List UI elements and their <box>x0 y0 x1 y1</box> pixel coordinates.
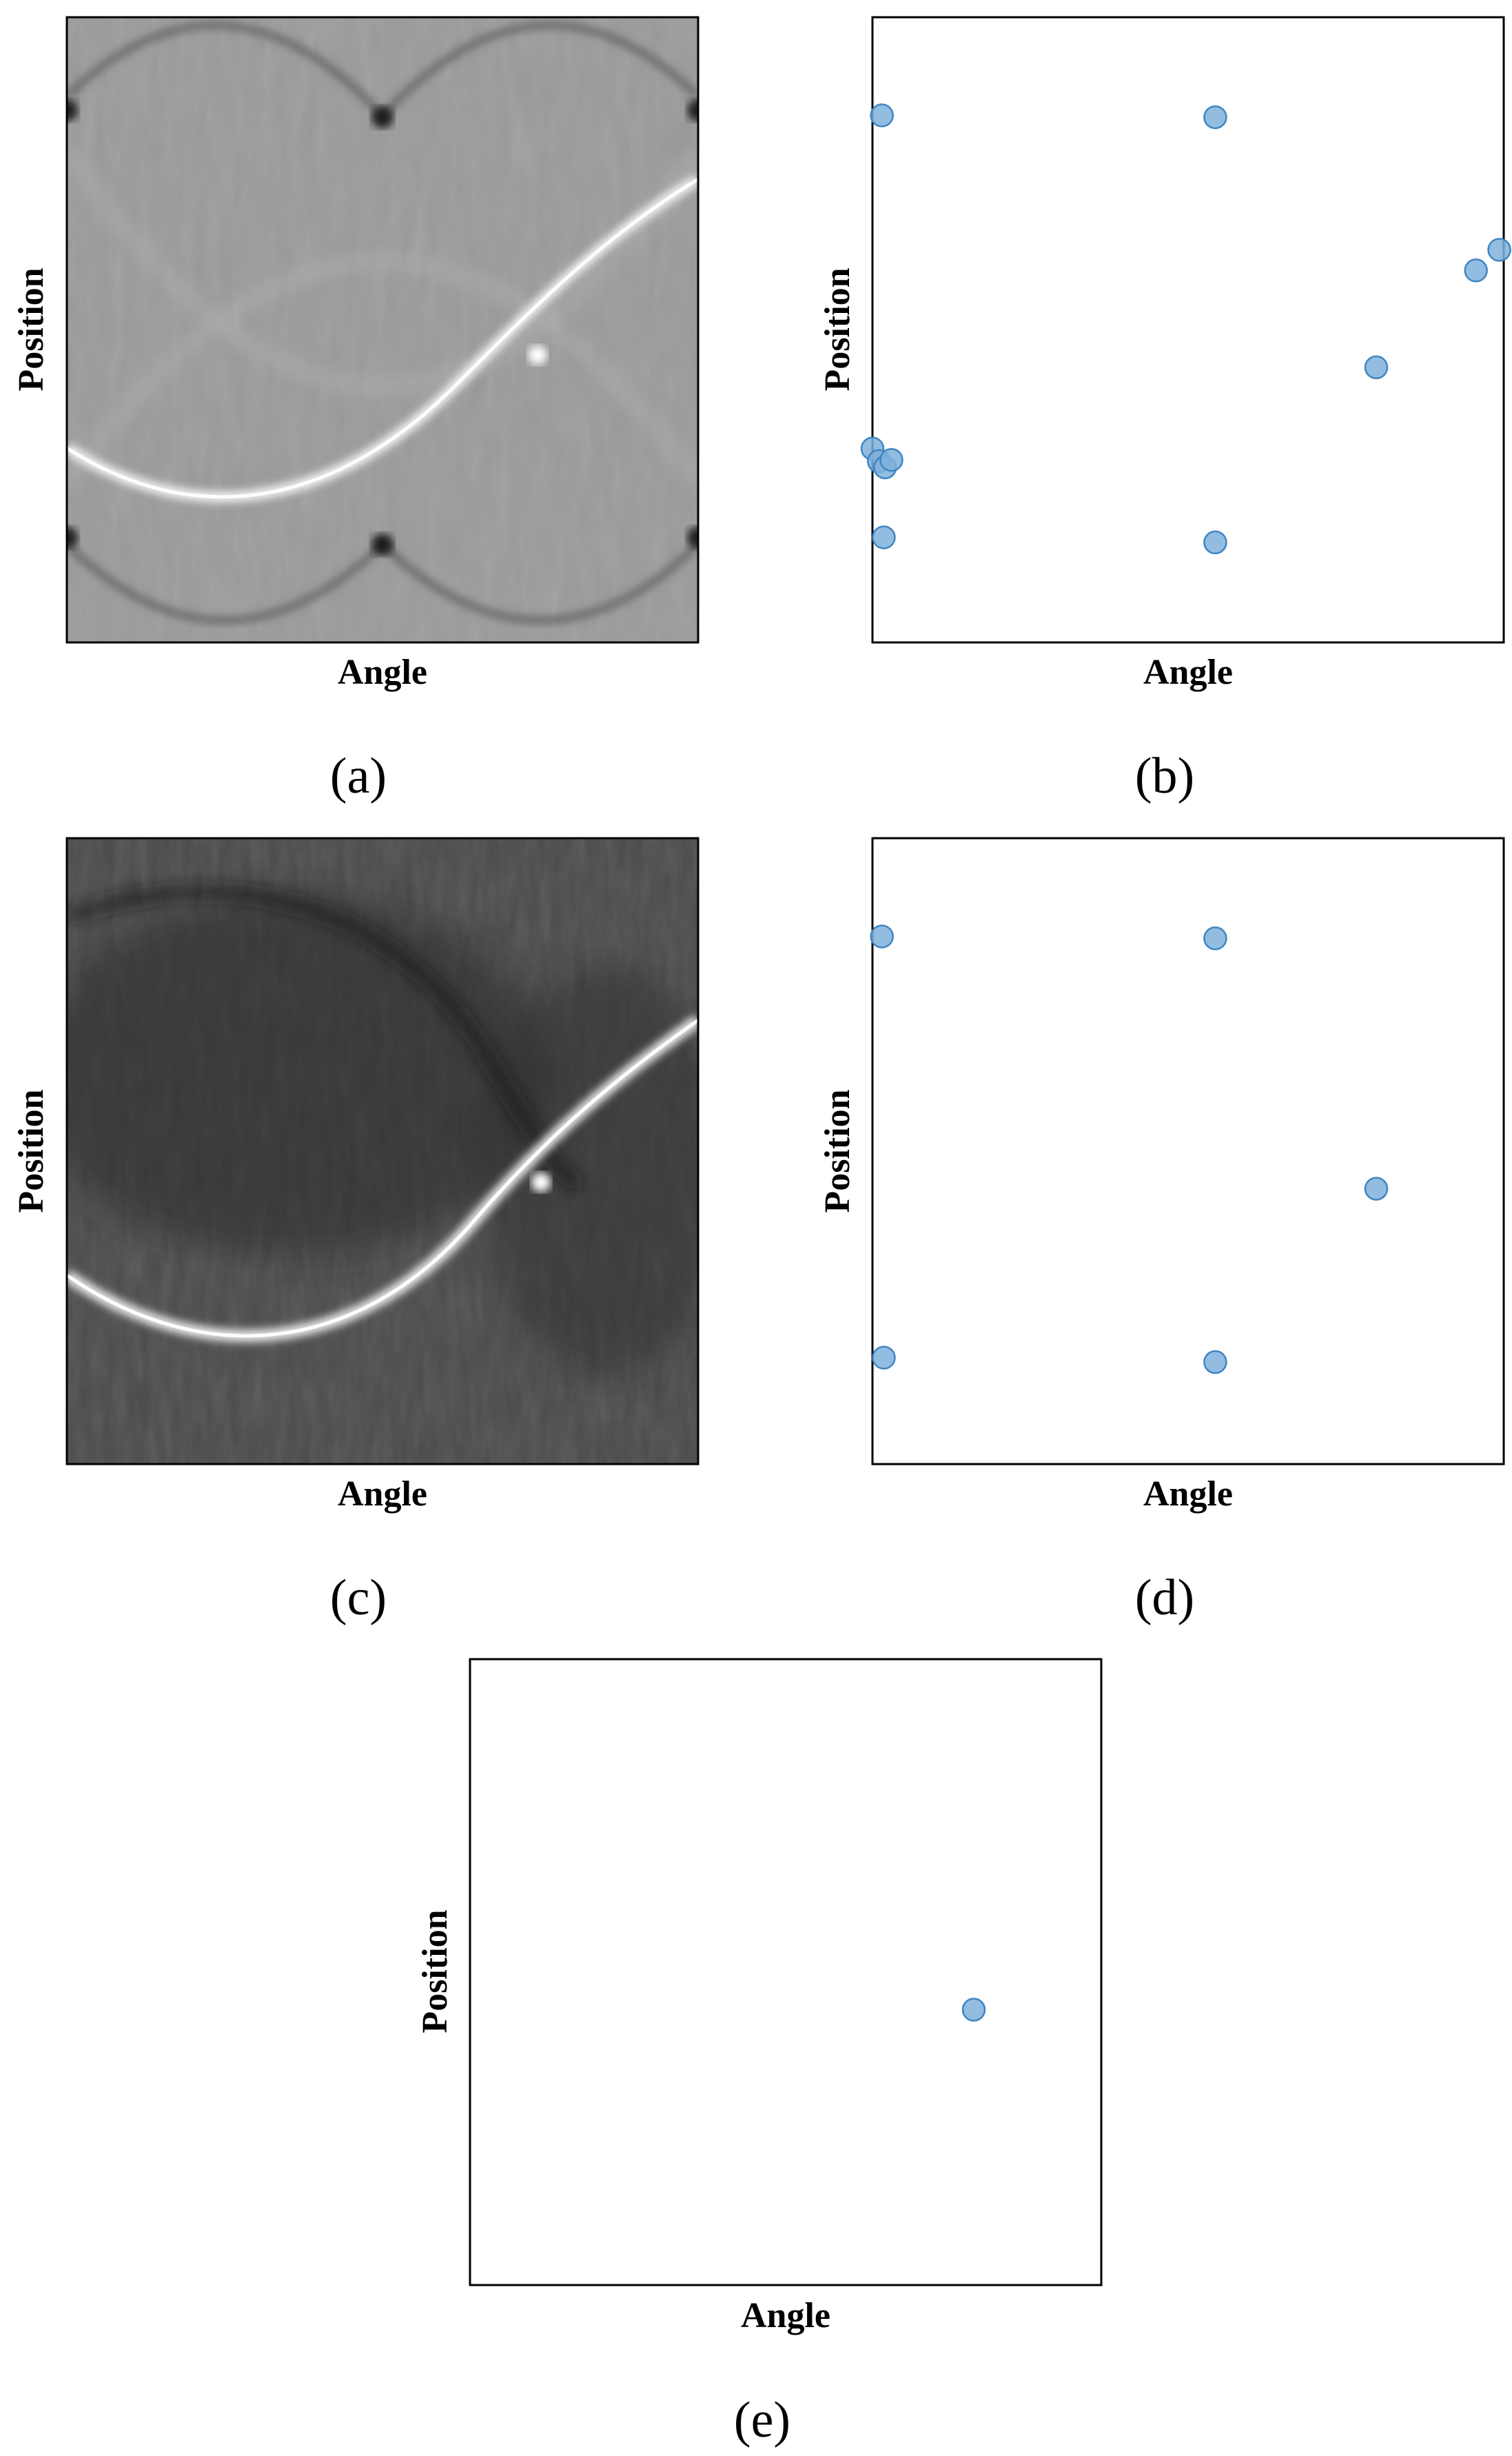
panel-d-points <box>870 924 1389 1374</box>
panel-e-xlabel: Angle <box>741 2296 830 2335</box>
panel-d-point-4 <box>1203 1350 1227 1374</box>
panel-b-point-4 <box>1364 355 1389 380</box>
panel-c-frame <box>65 837 699 1465</box>
panel-c-xlabel: Angle <box>338 1474 427 1514</box>
panel-a-caption: (a) <box>330 748 387 804</box>
panel-a: Angle Position (a) <box>12 16 699 804</box>
panel-e-point-0 <box>961 1998 986 2022</box>
panel-a-ylabel: Position <box>12 267 51 391</box>
panel-b-point-8 <box>879 447 903 472</box>
panel-b-caption: (b) <box>1135 748 1194 804</box>
panel-d-xlabel: Angle <box>1143 1474 1233 1514</box>
panel-e-caption: (e) <box>734 2392 790 2448</box>
panel-a-image <box>67 17 698 642</box>
panel-d-caption: (d) <box>1135 1570 1194 1626</box>
panel-b-point-0 <box>870 103 894 128</box>
panel-c-image <box>67 838 698 1464</box>
panel-b-point-2 <box>1464 258 1488 283</box>
panel-c: Angle Position (c) <box>12 837 699 1626</box>
panel-b-points <box>860 103 1511 555</box>
panel-b-point-3 <box>1487 238 1511 262</box>
panel-a-frame <box>65 16 699 644</box>
panel-b: Angle Position (b) <box>818 16 1511 804</box>
panel-d-point-1 <box>1203 926 1227 951</box>
panel-d-point-2 <box>1364 1177 1389 1201</box>
panel-d-point-0 <box>870 924 894 948</box>
panel-a-xlabel: Angle <box>338 653 427 692</box>
panel-b-frame <box>871 16 1505 644</box>
panel-e: Angle Position (e) <box>416 1658 1103 2448</box>
panel-d-point-3 <box>872 1346 896 1370</box>
panel-c-caption: (c) <box>330 1570 387 1626</box>
panel-d-ylabel: Position <box>818 1089 857 1212</box>
panel-e-frame <box>469 1658 1103 2286</box>
panel-c-ylabel: Position <box>12 1089 51 1212</box>
panel-b-point-10 <box>1203 530 1227 555</box>
panel-d-frame <box>871 837 1505 1465</box>
panel-b-xlabel: Angle <box>1143 653 1233 692</box>
panel-d: Angle Position (d) <box>818 837 1505 1626</box>
panel-b-ylabel: Position <box>818 267 857 391</box>
panel-e-ylabel: Position <box>416 1909 455 2033</box>
panel-e-points <box>961 1998 986 2022</box>
panel-b-point-9 <box>872 525 896 549</box>
panel-b-point-1 <box>1203 105 1227 130</box>
